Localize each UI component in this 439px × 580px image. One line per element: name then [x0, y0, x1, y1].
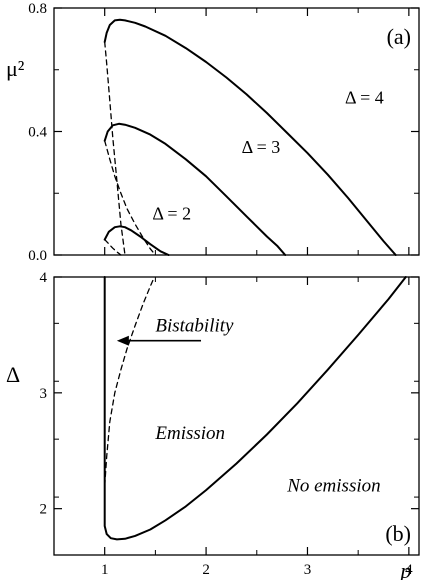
x-axis-label: p	[398, 558, 411, 580]
panel-label: (b)	[385, 521, 411, 546]
series-0-solid-line	[103, 18, 397, 256]
x-tick-label: 3	[304, 562, 312, 578]
annotation-label: No emission	[286, 475, 380, 496]
series-0-solid-line	[103, 276, 407, 541]
series-1-dashed-line	[104, 276, 156, 487]
y-tick-label: 3	[40, 386, 48, 402]
annotation-label: Emission	[154, 423, 225, 444]
panel-a: 0.0 0.4 0.8 Δ = 2 Δ = 3 Δ = 4 (a) μ²	[6, 1, 419, 264]
y-axis-label: μ²	[6, 56, 25, 81]
panel-b: 2 3 4 1 2 3 4 Bistability Emission No emission (b)…	[6, 270, 419, 580]
annotation-label: Bistability	[155, 315, 234, 336]
annotation-label: Δ = 4	[345, 88, 384, 108]
y-tick-label: 0.0	[28, 248, 47, 264]
y-tick-label: 4	[40, 270, 48, 286]
y-tick-label: 0.8	[28, 1, 47, 17]
panel-label: (a)	[387, 24, 411, 49]
panel-a-frame	[53, 7, 420, 256]
panel-b-frame	[53, 276, 420, 556]
y-tick-label: 0.4	[28, 125, 47, 141]
x-tick-label: 4	[405, 562, 413, 578]
series-3-dashed-line	[104, 140, 157, 256]
y-axis-label: Δ	[6, 362, 20, 387]
series-4-solid-line	[103, 225, 170, 256]
series-5-dashed-line	[104, 238, 122, 256]
arrow-head	[116, 335, 129, 346]
series-1-dashed-line	[104, 41, 126, 256]
series-2-solid-line	[103, 122, 287, 256]
x-tick-label: 2	[202, 562, 210, 578]
annotation-label: Δ = 2	[152, 203, 191, 223]
annotation-label: Δ = 3	[242, 137, 281, 157]
x-tick-label: 1	[101, 562, 109, 578]
y-tick-label: 2	[40, 502, 48, 518]
